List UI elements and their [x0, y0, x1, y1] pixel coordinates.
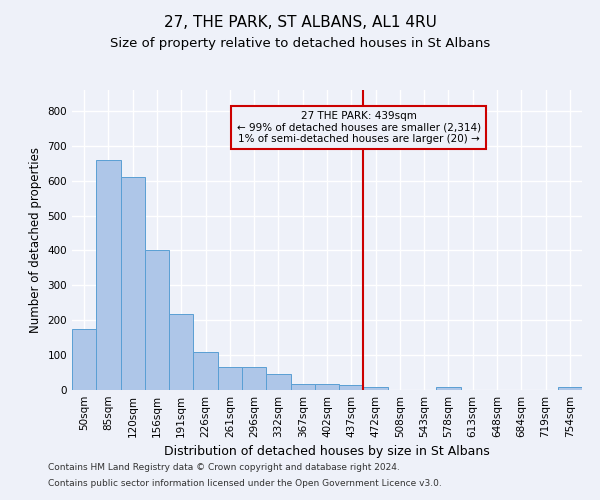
Bar — [193, 352, 218, 390]
Text: 27, THE PARK, ST ALBANS, AL1 4RU: 27, THE PARK, ST ALBANS, AL1 4RU — [164, 15, 436, 30]
Bar — [436, 387, 461, 390]
Bar — [218, 368, 242, 390]
Bar — [558, 387, 582, 390]
Bar — [145, 250, 169, 390]
Text: Size of property relative to detached houses in St Albans: Size of property relative to detached ho… — [110, 38, 490, 51]
Bar — [364, 387, 388, 390]
Bar — [121, 177, 145, 390]
Text: 27 THE PARK: 439sqm
← 99% of detached houses are smaller (2,314)
1% of semi-deta: 27 THE PARK: 439sqm ← 99% of detached ho… — [236, 111, 481, 144]
Bar — [242, 368, 266, 390]
X-axis label: Distribution of detached houses by size in St Albans: Distribution of detached houses by size … — [164, 446, 490, 458]
Bar — [169, 314, 193, 390]
Bar — [96, 160, 121, 390]
Y-axis label: Number of detached properties: Number of detached properties — [29, 147, 42, 333]
Bar — [290, 384, 315, 390]
Bar — [339, 385, 364, 390]
Text: Contains HM Land Registry data © Crown copyright and database right 2024.: Contains HM Land Registry data © Crown c… — [48, 464, 400, 472]
Bar — [315, 384, 339, 390]
Text: Contains public sector information licensed under the Open Government Licence v3: Contains public sector information licen… — [48, 478, 442, 488]
Bar — [266, 374, 290, 390]
Bar — [72, 329, 96, 390]
